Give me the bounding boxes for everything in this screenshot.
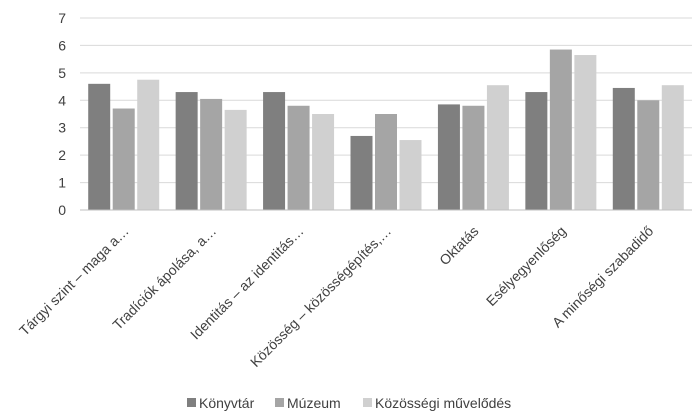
x-tick-label: Közösség – közösségépítés,…: [247, 223, 394, 370]
legend: Könyvtár Múzeum Közösségi művelődés: [187, 395, 511, 411]
bar-2: [462, 105, 485, 210]
bar-2: [287, 105, 310, 210]
bar-2: [637, 100, 660, 210]
bar-3: [224, 109, 247, 210]
bar-2: [112, 108, 135, 210]
bar-3: [661, 85, 684, 210]
x-tick-label: Esélyegyenlőség: [483, 223, 569, 309]
y-tick-label: 2: [58, 147, 66, 163]
x-axis: Tárgyi szint – maga a…Tradíciók ápolása,…: [16, 209, 692, 370]
legend-swatch: [275, 398, 284, 407]
legend-swatch: [187, 398, 196, 407]
bar-2: [200, 98, 223, 210]
bar-3: [312, 114, 335, 210]
y-tick-label: 5: [58, 65, 66, 81]
bar-2: [549, 49, 572, 210]
legend-label: Közösségi művelődés: [375, 395, 511, 411]
y-tick-label: 3: [58, 120, 66, 136]
bar-2: [375, 114, 397, 210]
y-tick-label: 4: [58, 92, 66, 108]
bar-3: [486, 85, 509, 210]
bar-1: [612, 87, 635, 210]
bar-1: [175, 92, 198, 210]
y-tick-label: 6: [58, 37, 66, 53]
x-tick-label: Oktatás: [436, 223, 481, 268]
y-tick-label: 1: [58, 175, 66, 191]
bar-3: [574, 55, 597, 211]
y-tick-label: 7: [58, 10, 66, 26]
legend-label: Könyvtár: [199, 395, 255, 411]
bar-3: [137, 79, 160, 210]
x-tick-label: A minőségi szabadidő: [549, 223, 657, 331]
bar-1: [263, 92, 286, 210]
bar-1: [350, 135, 373, 210]
bar-1: [88, 83, 111, 210]
legend-label: Múzeum: [287, 395, 341, 411]
y-tick-label: 0: [58, 202, 66, 218]
bar-1: [437, 104, 460, 210]
bar-3: [399, 140, 422, 210]
bars: [88, 49, 684, 211]
legend-swatch: [363, 398, 372, 407]
bar-1: [525, 92, 548, 210]
y-axis: 0 1 2 3 4 5 6 7: [58, 10, 66, 218]
